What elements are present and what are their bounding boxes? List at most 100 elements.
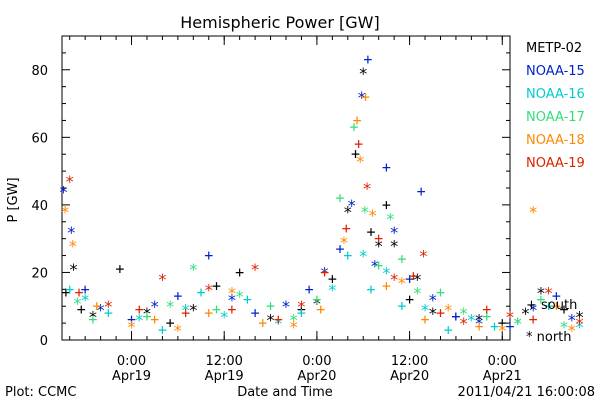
data-point: + [363, 51, 372, 69]
data-point: * [521, 304, 531, 323]
data-point: * [428, 304, 438, 323]
data-point: + [382, 196, 391, 214]
data-point: * [235, 287, 245, 306]
data-point: + [421, 311, 430, 329]
data-point: + [266, 297, 275, 315]
data-point: * [204, 280, 214, 299]
legend-item: METP-02 [526, 41, 583, 56]
data-point: + [61, 284, 70, 302]
data-point: + [505, 317, 514, 335]
data-point: * [389, 236, 399, 255]
data-point: * [96, 301, 106, 320]
data-point: * [339, 233, 349, 252]
y-axis-label: P [GW] [6, 177, 21, 222]
data-point: + [349, 118, 358, 136]
data-point: * [536, 284, 546, 303]
data-point: * [389, 270, 399, 289]
data-point: * [80, 290, 90, 309]
data-point: * [412, 284, 422, 303]
legend-item: NOAA-18 [526, 133, 585, 148]
data-point: + [405, 290, 414, 308]
data-point: * [273, 314, 283, 333]
data-point: + [115, 260, 124, 278]
data-point: * [559, 317, 569, 336]
data-point: + [65, 280, 74, 298]
data-point: + [451, 307, 460, 325]
x-tick-date-label: Apr19 [205, 369, 244, 384]
data-point: + [444, 321, 453, 339]
data-point: * [328, 280, 338, 299]
data-point: + [235, 263, 244, 281]
data-point: + [197, 284, 206, 302]
footer-timestamp: 2011/04/21 16:00:08 [458, 385, 595, 400]
data-point: + [336, 189, 345, 207]
x-tick-date-label: Apr20 [390, 369, 429, 384]
data-point: + [81, 280, 90, 298]
data-point: * [575, 314, 585, 333]
data-point: * [347, 196, 357, 215]
data-point: * [59, 182, 69, 201]
data-point: + [560, 301, 569, 319]
y-tick-label: 60 [31, 131, 48, 146]
data-point: + [243, 290, 252, 308]
data-point: + [173, 287, 182, 305]
data-point: + [212, 277, 221, 295]
data-point: * [65, 172, 75, 191]
data-point: * [165, 297, 175, 316]
data-point: + [482, 301, 491, 319]
marker-legend-item: * north [526, 330, 572, 345]
data-point: + [343, 247, 352, 265]
data-point: * [528, 203, 538, 222]
data-point: * [134, 311, 144, 330]
data-point: + [316, 301, 325, 319]
data-point: + [166, 314, 175, 332]
data-point: + [382, 277, 391, 295]
data-point: * [443, 301, 453, 320]
data-point: + [127, 311, 136, 329]
data-point: + [104, 304, 113, 322]
data-point: * [420, 301, 430, 320]
x-tick-time-label: 12:00 [205, 354, 242, 369]
data-point: * [497, 321, 507, 340]
marker-legend-item: + south [526, 298, 578, 313]
data-point: * [368, 206, 378, 225]
data-point: + [342, 220, 351, 238]
data-point: * [188, 260, 198, 279]
data-point: * [312, 294, 322, 313]
data-point: * [412, 270, 422, 289]
data-point: + [436, 304, 445, 322]
data-point: + [552, 287, 561, 305]
data-point: + [353, 111, 362, 129]
data-point: * [567, 311, 577, 330]
data-point: * [370, 257, 380, 276]
data-point: * [428, 290, 438, 309]
data-point: * [355, 152, 365, 171]
legend-item: NOAA-15 [526, 64, 585, 79]
data-point: + [374, 257, 383, 275]
x-tick-time-label: 0:00 [488, 354, 517, 369]
data-point: * [528, 301, 538, 320]
data-point: + [158, 321, 167, 339]
data-point: * [459, 314, 469, 333]
data-point: * [150, 297, 160, 316]
data-point: + [382, 159, 391, 177]
x-tick-time-label: 0:00 [302, 354, 331, 369]
data-point: * [513, 314, 523, 333]
data-point: + [366, 280, 375, 298]
data-point: * [173, 321, 183, 340]
data-point: * [289, 311, 299, 330]
data-point: + [552, 297, 561, 315]
data-point: + [409, 267, 418, 285]
data-point: * [68, 236, 78, 255]
data-point: * [227, 290, 237, 309]
y-tick-label: 40 [31, 199, 48, 214]
data-point: + [305, 280, 314, 298]
data-point: * [281, 297, 291, 316]
data-point: + [258, 314, 267, 332]
data-point: * [343, 203, 353, 222]
data-point: + [482, 307, 491, 325]
data-point: * [127, 317, 137, 336]
data-point: * [358, 64, 368, 83]
data-point: * [575, 307, 585, 326]
data-point: * [389, 223, 399, 242]
